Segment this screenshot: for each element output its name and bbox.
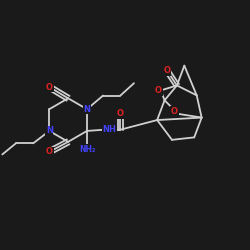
Text: O: O <box>46 147 53 156</box>
Text: NH₂: NH₂ <box>79 145 95 154</box>
Text: O: O <box>164 66 170 75</box>
Text: NH: NH <box>102 125 116 134</box>
Text: O: O <box>117 109 124 118</box>
Text: O: O <box>46 83 53 92</box>
Text: O: O <box>171 107 178 116</box>
Text: O: O <box>155 86 162 95</box>
Text: N: N <box>84 105 90 114</box>
Text: N: N <box>46 126 53 136</box>
